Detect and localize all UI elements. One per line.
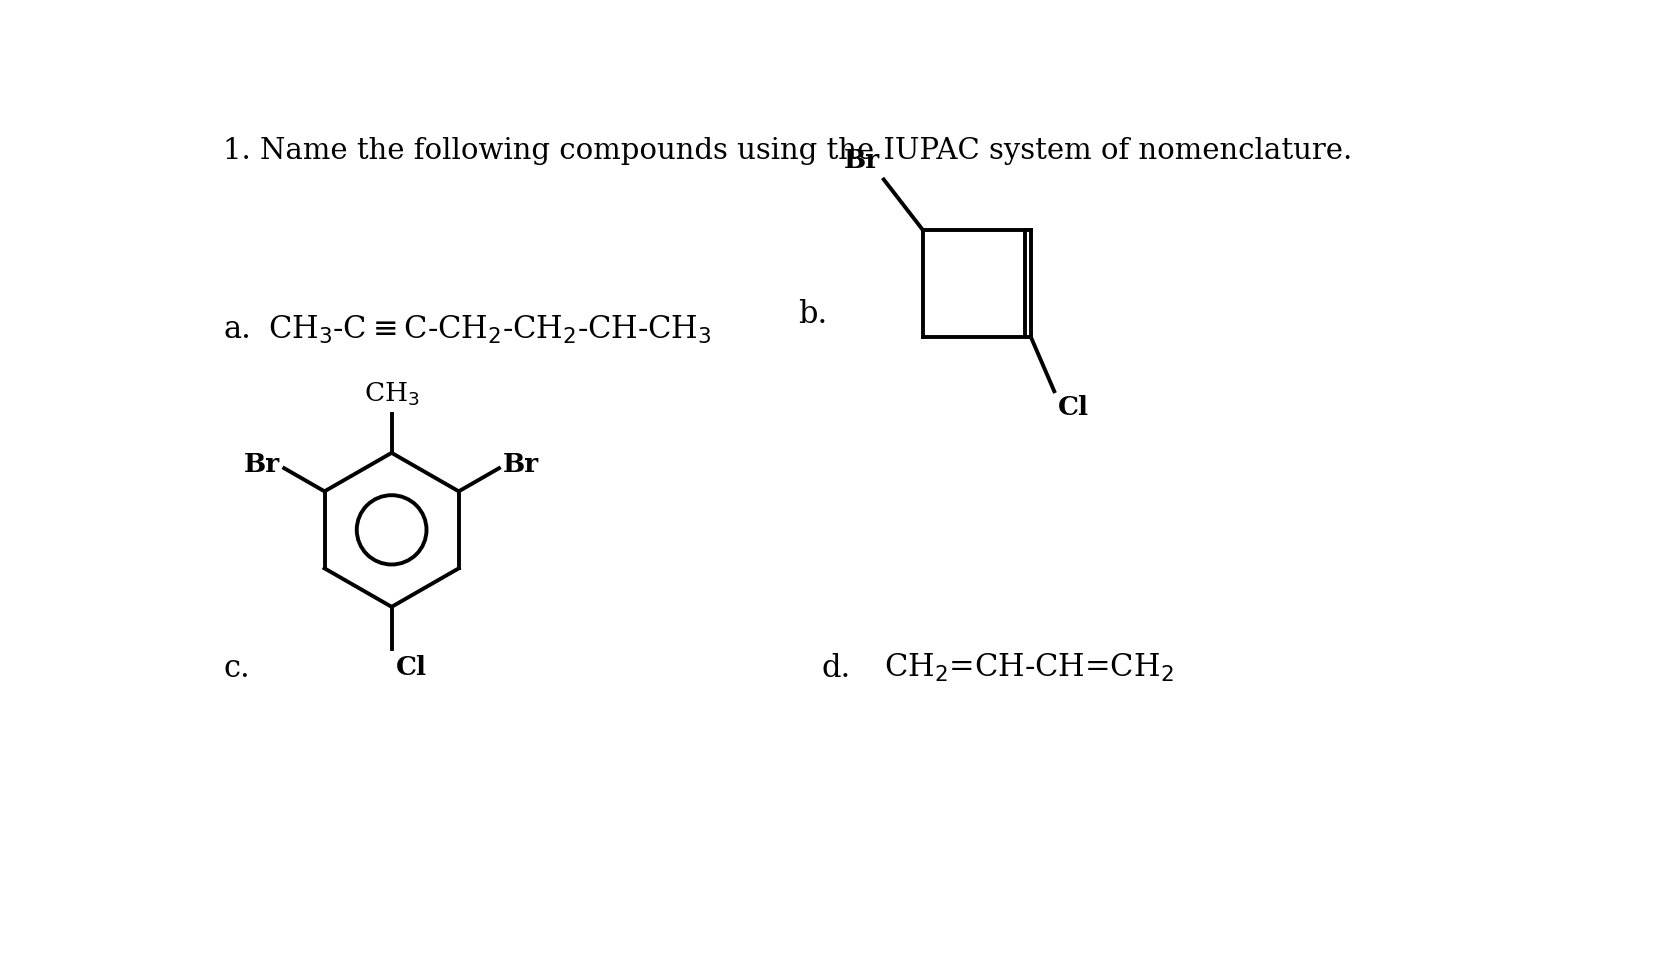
Text: Br: Br bbox=[245, 452, 280, 477]
Text: d.: d. bbox=[821, 653, 851, 684]
Text: CH$_2$=CH-CH=CH$_2$: CH$_2$=CH-CH=CH$_2$ bbox=[883, 652, 1173, 684]
Text: CH$_3$: CH$_3$ bbox=[364, 381, 419, 408]
Text: Br: Br bbox=[503, 452, 540, 477]
Text: Br: Br bbox=[843, 148, 880, 174]
Text: a.: a. bbox=[223, 314, 251, 346]
Text: Cl: Cl bbox=[396, 655, 426, 680]
Text: CH$_3$-C$\equiv$C-CH$_2$-CH$_2$-CH-CH$_3$: CH$_3$-C$\equiv$C-CH$_2$-CH$_2$-CH-CH$_3… bbox=[268, 313, 711, 346]
Text: c.: c. bbox=[223, 653, 250, 684]
Text: Cl: Cl bbox=[1058, 395, 1089, 420]
Text: 1. Name the following compounds using the IUPAC system of nomenclature.: 1. Name the following compounds using th… bbox=[223, 138, 1353, 165]
Text: b.: b. bbox=[798, 299, 828, 330]
